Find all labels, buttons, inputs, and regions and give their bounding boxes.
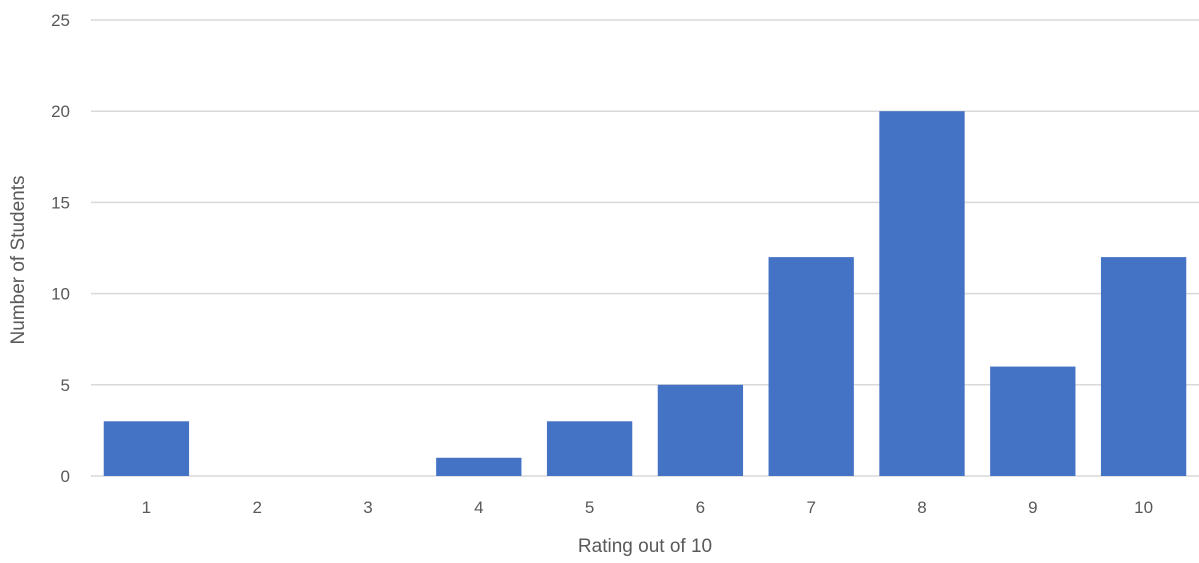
y-tick-label: 15 <box>51 193 70 212</box>
bar-rating-7 <box>768 257 854 476</box>
y-tick-label: 0 <box>61 467 70 486</box>
x-tick-label: 10 <box>1134 498 1153 517</box>
bar-rating-1 <box>103 421 190 476</box>
y-tick-label: 5 <box>61 376 70 395</box>
x-tick-label: 7 <box>806 498 815 517</box>
x-tick-label: 1 <box>142 498 151 517</box>
x-tick-label: 8 <box>917 498 926 517</box>
x-tick-label: 5 <box>585 498 594 517</box>
bar-rating-10 <box>1100 257 1187 476</box>
x-axis-title: Rating out of 10 <box>578 536 712 557</box>
y-tick-label: 20 <box>51 102 70 121</box>
y-tick-label: 10 <box>51 285 70 304</box>
bar-rating-6 <box>657 384 744 476</box>
bar-rating-5 <box>546 421 633 476</box>
y-tick-label: 25 <box>51 11 70 30</box>
y-axis-ticks: 0 5 10 15 20 25 <box>51 11 70 486</box>
x-axis-ticks: 1 2 3 4 5 6 7 8 9 10 <box>142 498 1153 517</box>
bar-rating-8 <box>879 111 965 476</box>
x-tick-label: 6 <box>696 498 705 517</box>
x-tick-label: 9 <box>1028 498 1037 517</box>
x-tick-label: 2 <box>252 498 261 517</box>
bars <box>103 111 1187 476</box>
y-axis-title: Number of Students <box>8 176 29 345</box>
bar-rating-9 <box>990 366 1076 476</box>
x-tick-label: 3 <box>363 498 372 517</box>
bar-rating-4 <box>436 457 522 476</box>
x-tick-label: 4 <box>474 498 483 517</box>
